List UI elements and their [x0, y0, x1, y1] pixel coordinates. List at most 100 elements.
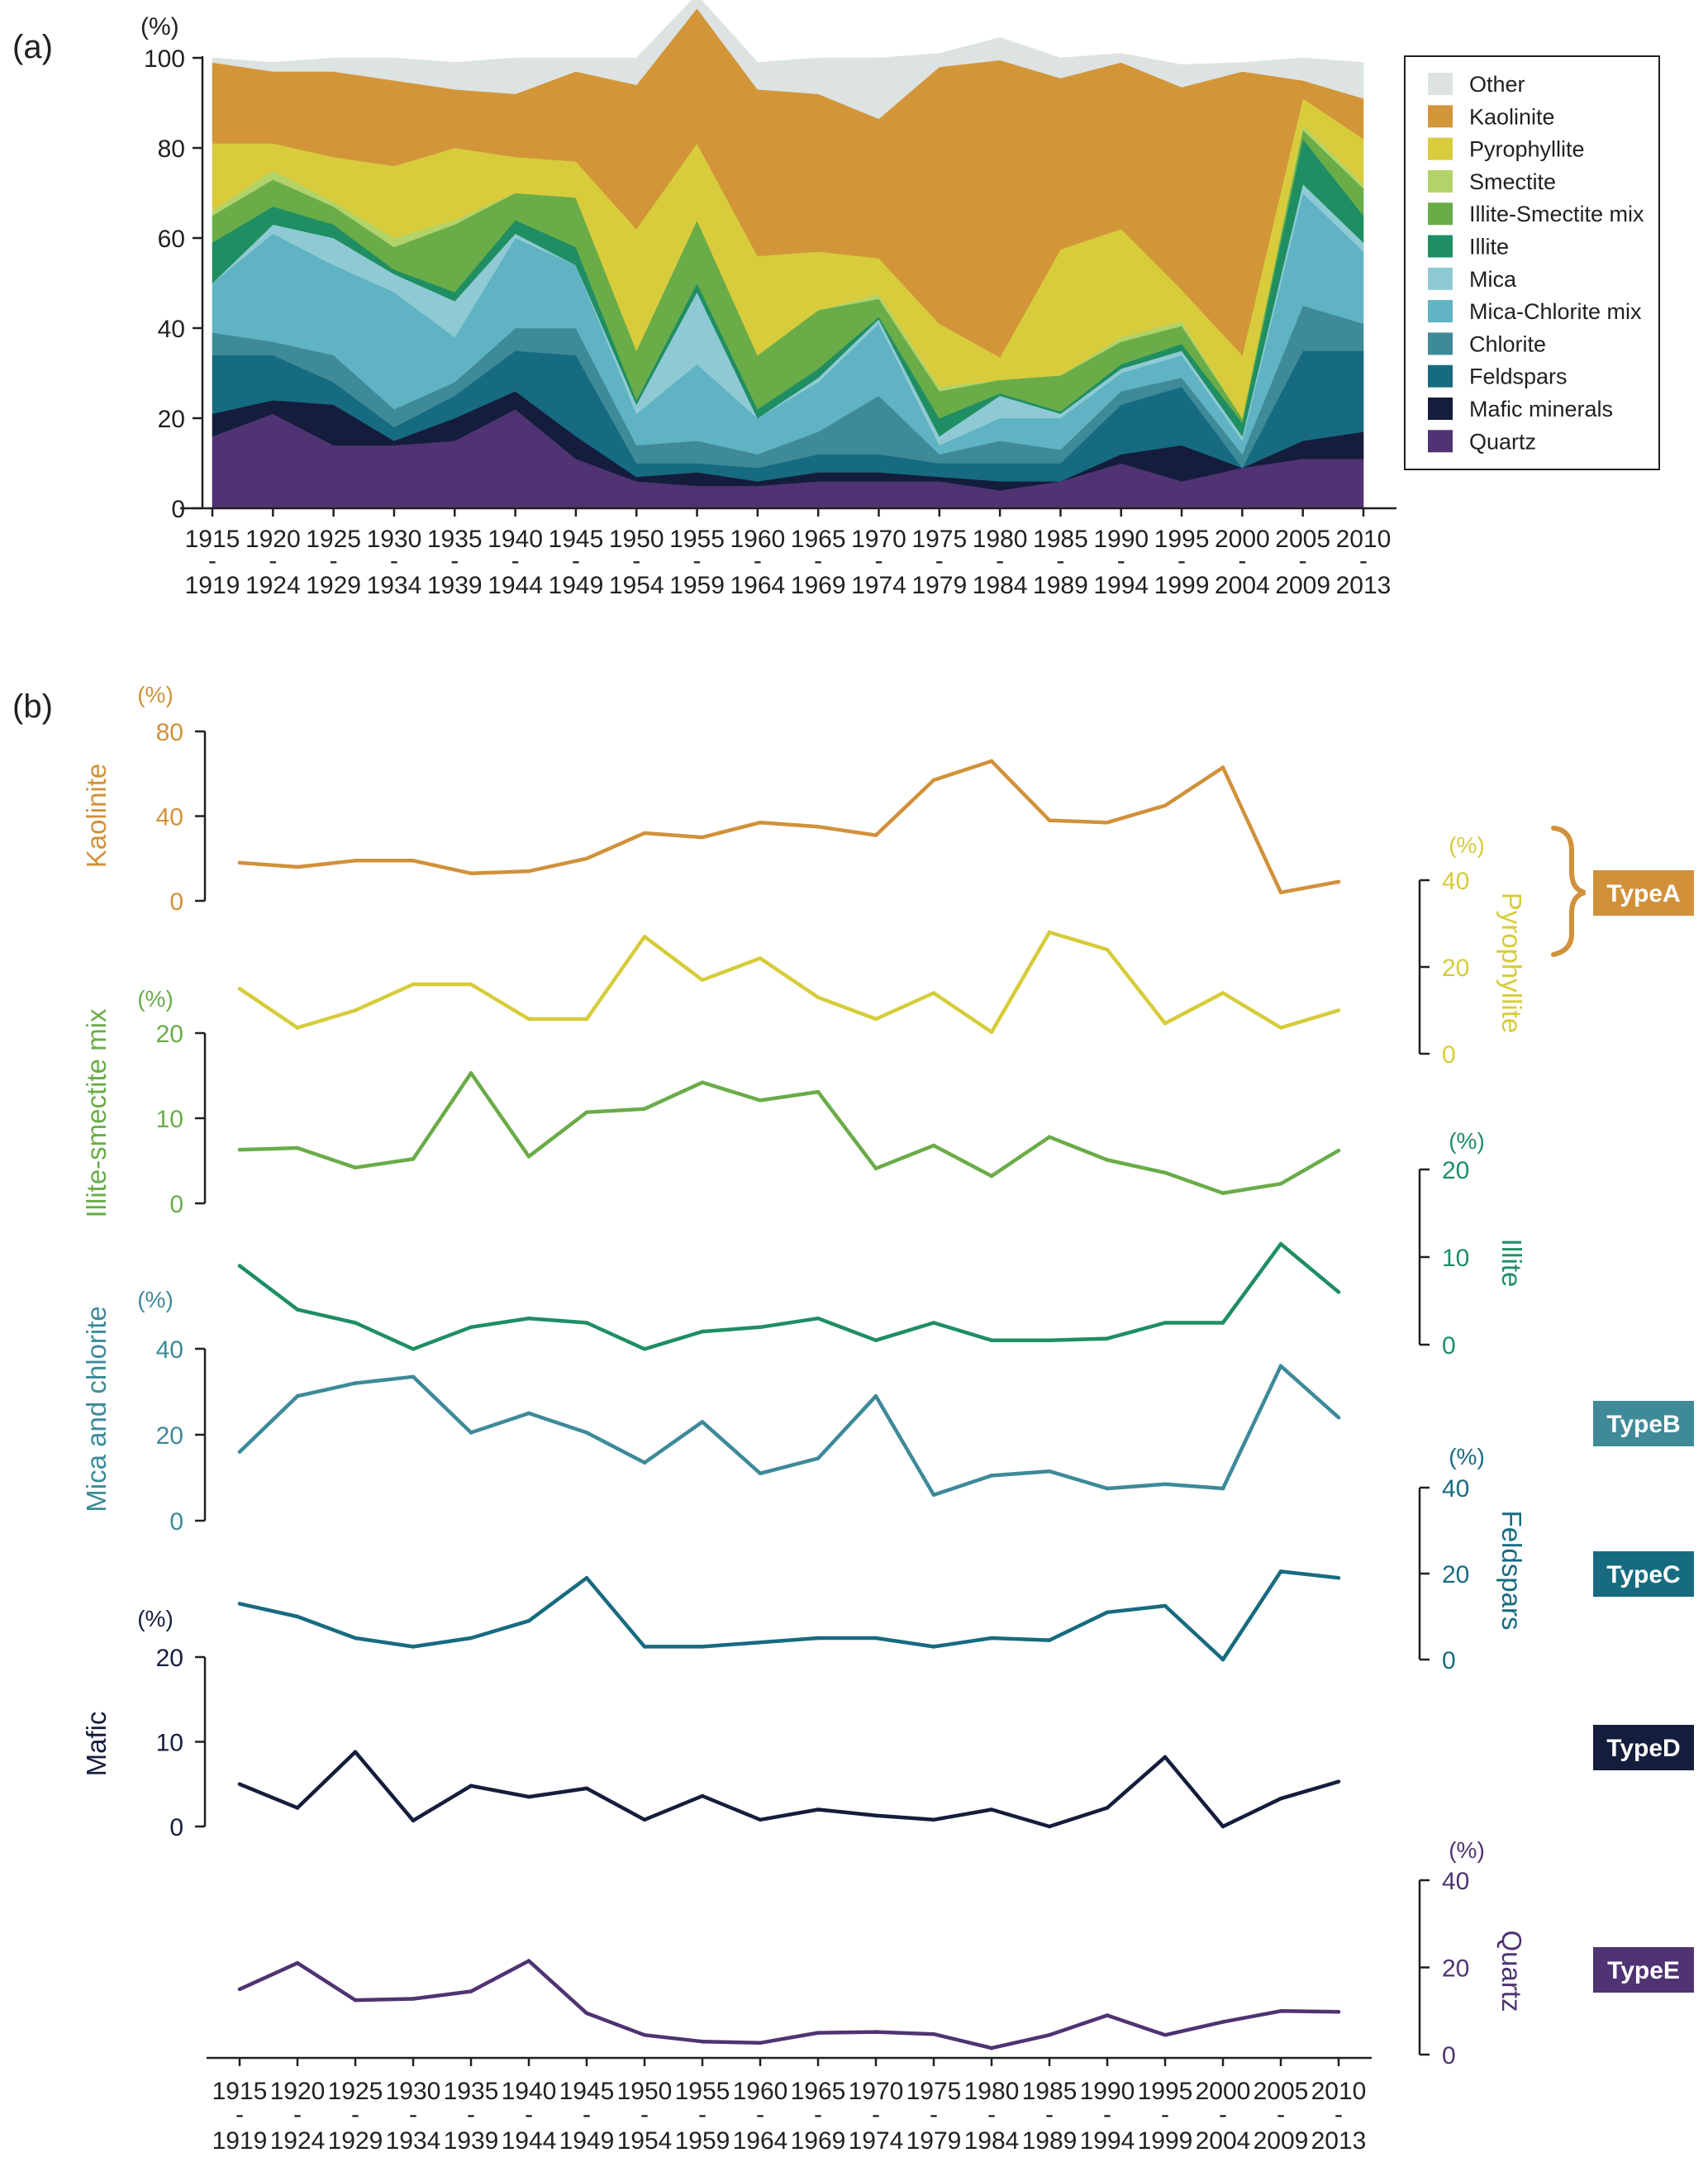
tick-label-illite-smectite-mix: 0: [169, 1191, 183, 1218]
panel-b-x-tick-end: 1944: [502, 2127, 557, 2155]
data-point-illite-smectite-mix: [1336, 1148, 1341, 1153]
badge-label-typec: TypeC: [1606, 1561, 1680, 1588]
data-point-illite: [295, 1307, 300, 1312]
data-point-illite: [353, 1321, 358, 1325]
tick-label-mica-and-chlorite: 20: [156, 1422, 183, 1450]
panel-b-x-tick-start: 1920: [270, 2078, 326, 2105]
data-point-kaolinite: [411, 859, 416, 863]
legend-label-mafic-minerals: Mafic minerals: [1469, 397, 1613, 421]
panel-a-x-tick-end: 1964: [730, 572, 785, 599]
panel-b-x-tick-end: 1919: [212, 2127, 268, 2155]
data-point-feldspars: [295, 1614, 300, 1619]
data-point-quartz: [816, 2031, 821, 2035]
badge-label-typeb: TypeB: [1606, 1411, 1680, 1438]
panel-a-x-tick-sep: -: [1359, 547, 1368, 574]
panel-b-x-tick-end: 1964: [733, 2127, 788, 2155]
data-point-pyrophyllite: [989, 1030, 994, 1035]
data-point-illite-smectite-mix: [353, 1165, 358, 1170]
data-point-pyrophyllite: [1336, 1008, 1341, 1012]
data-point-quartz: [353, 1998, 358, 2003]
tick-label-feldspars: 0: [1442, 1647, 1456, 1674]
panel-a-x-tick-start: 1920: [245, 526, 301, 553]
panel-a-x-tick-end: 1944: [488, 572, 543, 599]
panel-a-y-tick-label: 60: [158, 226, 185, 253]
data-point-mafic: [931, 1817, 936, 1822]
data-point-mica-and-chlorite: [411, 1374, 416, 1379]
legend-label-feldspars: Feldspars: [1469, 364, 1568, 389]
legend-swatch-illite-smectite-mix: [1428, 202, 1453, 226]
data-point-quartz: [584, 2011, 589, 2016]
data-point-mafic: [1220, 1824, 1225, 1829]
tick-label-mafic: 10: [156, 1730, 183, 1757]
data-point-illite: [931, 1321, 936, 1325]
data-point-quartz: [237, 1987, 242, 1992]
series-line-feldspars: [239, 1569, 1339, 1662]
data-point-quartz: [1047, 2032, 1052, 2037]
data-point-illite: [989, 1338, 994, 1342]
panel-b-x-tick-end: 1934: [386, 2127, 441, 2155]
data-point-kaolinite: [758, 820, 763, 825]
data-point-mica-and-chlorite: [758, 1471, 763, 1476]
unit-quartz: (%): [1449, 1837, 1485, 1863]
legend-swatch-chlorite: [1428, 332, 1453, 355]
panel-a-y-tick-label: 20: [158, 406, 185, 433]
panel-a-x-tick-start: 1955: [669, 526, 725, 553]
data-point-illite-smectite-mix: [931, 1143, 936, 1148]
panel-a-x-tick-start: 1965: [791, 526, 846, 553]
panel-a-x-tick-sep: -: [572, 547, 580, 574]
tick-label-pyrophyllite: 0: [1442, 1041, 1456, 1069]
data-point-quartz: [1163, 2032, 1168, 2037]
tick-label-pyrophyllite: 40: [1442, 868, 1469, 895]
panel-a-x-tick-start: 1950: [609, 526, 664, 553]
data-point-mafic: [353, 1750, 358, 1755]
data-point-illite: [1220, 1321, 1225, 1325]
panel-a-x-tick-sep: -: [1238, 547, 1246, 574]
data-point-feldspars: [584, 1575, 589, 1580]
data-point-pyrophyllite: [469, 982, 473, 987]
title-pyrophyllite: Pyrophyllite: [1496, 893, 1527, 1034]
data-point-illite-smectite-mix: [295, 1145, 300, 1150]
data-point-mafic: [816, 1807, 821, 1812]
panel-b-x-tick-sep: -: [583, 2101, 591, 2128]
data-point-mica-and-chlorite: [816, 1456, 821, 1460]
unit-illite: (%): [1449, 1128, 1485, 1154]
data-point-mafic: [237, 1782, 242, 1787]
badge-typec: [1593, 1551, 1694, 1597]
panel-b-x-tick-sep: -: [1161, 2101, 1169, 2128]
panel-a-x-tick-start: 1995: [1154, 526, 1210, 553]
legend-swatch-mica: [1428, 267, 1453, 290]
tick-label-kaolinite: 40: [156, 804, 183, 831]
data-point-mafic: [584, 1786, 589, 1791]
panel-a-x-tick-end: 1989: [1033, 572, 1088, 599]
badge-typea: [1593, 870, 1694, 916]
panel-b-x-tick-sep: -: [409, 2101, 417, 2128]
data-point-mafic: [758, 1817, 763, 1822]
data-point-pyrophyllite: [700, 978, 705, 983]
panel-b-x-tick-sep: -: [467, 2101, 475, 2128]
legend-label-other: Other: [1469, 72, 1525, 97]
panel-a-x-tick-sep: -: [935, 547, 944, 574]
data-point-illite: [584, 1321, 589, 1325]
panel-b-x-tick-start: 1995: [1138, 2078, 1193, 2105]
panel-b-x-tick-sep: -: [872, 2101, 880, 2128]
data-point-pyrophyllite: [642, 934, 647, 939]
title-illite-smectite-mix: Illite-smectite mix: [81, 1008, 112, 1218]
data-point-illite-smectite-mix: [411, 1157, 416, 1161]
panel-b-x-tick-start: 2010: [1311, 2078, 1367, 2105]
legend-label-quartz: Quartz: [1469, 429, 1536, 454]
tick-label-quartz: 40: [1442, 1868, 1469, 1895]
tick-label-pyrophyllite: 20: [1442, 955, 1469, 982]
series-line-illite: [238, 1241, 1340, 1351]
data-point-mica-and-chlorite: [1336, 1415, 1341, 1420]
panel-a-x-tick-end: 1974: [851, 572, 906, 599]
data-point-kaolinite: [469, 871, 473, 875]
data-point-kaolinite: [989, 759, 994, 764]
panel-b-x-tick-start: 2000: [1196, 2078, 1251, 2105]
panel-a-x-tick-sep: -: [874, 547, 883, 574]
data-point-illite-smectite-mix: [758, 1098, 763, 1103]
panel-b-x-tick-sep: -: [814, 2101, 822, 2128]
panel-b-x-tick-sep: -: [1335, 2101, 1343, 2128]
panel-b-x-tick-sep: -: [1277, 2101, 1285, 2128]
title-mafic: Mafic: [81, 1712, 112, 1777]
